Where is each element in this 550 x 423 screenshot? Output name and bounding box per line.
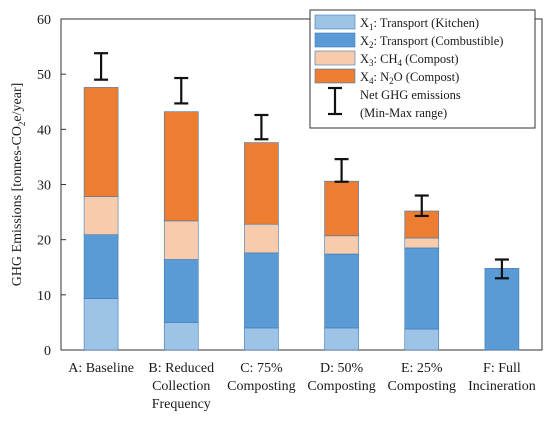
bar-segment — [404, 247, 440, 330]
y-axis-label: GHG Emissions [tonnes-CO2e/year] — [10, 83, 27, 287]
y-tick-label: 40 — [37, 123, 51, 138]
error-bar — [94, 52, 109, 81]
legend-swatch — [314, 14, 356, 30]
bars — [83, 87, 520, 351]
legend-label: Net GHG emissions (Min-Max range) — [360, 88, 461, 120]
legend-label: X2: Transport (Combustible) — [360, 34, 503, 50]
bar-segment — [163, 259, 199, 323]
bar-segment — [324, 235, 359, 255]
y-tick-label: 30 — [37, 179, 51, 194]
bar-segment — [244, 252, 279, 329]
bar-segment — [244, 223, 279, 254]
x-tick-label: A: Baseline — [68, 361, 134, 376]
bar-segment — [484, 268, 520, 351]
y-tick-label: 10 — [37, 289, 51, 304]
y-tick-label: 0 — [44, 344, 51, 359]
legend-error-symbol — [328, 86, 342, 116]
bar-segment — [83, 87, 119, 197]
bar-segment — [163, 322, 199, 351]
error-bars — [94, 52, 509, 280]
legend-label: X3: CH4 (Compost) — [360, 52, 459, 68]
x-tick-label: D: 50% Composting — [307, 361, 375, 394]
y-tick-label: 20 — [37, 234, 51, 249]
bar-segment — [83, 196, 119, 236]
bar-segment — [324, 327, 359, 351]
bar-segment — [83, 298, 119, 351]
y-tick-label: 60 — [37, 13, 51, 28]
x-tick-label: C: 75% Composting — [227, 361, 295, 394]
bar-segment — [163, 220, 199, 260]
bar-segment — [244, 327, 279, 351]
legend-swatch — [314, 50, 356, 66]
y-tick-label: 50 — [37, 68, 51, 83]
legend-swatch — [314, 32, 356, 48]
legend-label: X1: Transport (Kitchen) — [360, 16, 479, 32]
error-bar — [174, 76, 189, 105]
legend: X1: Transport (Kitchen) X2: Transport (Co… — [309, 9, 536, 129]
bar-segment — [324, 253, 359, 329]
error-bar — [414, 194, 429, 218]
legend-label: X4: N2O (Compost) — [360, 70, 459, 86]
bar-segment — [163, 111, 199, 222]
x-tick-label: F: Full Incineration — [468, 361, 536, 394]
bar-segment — [324, 180, 359, 237]
tick-labels: 0 10 20 30 40 50 60 GHG Emissions [tonnes-CO2e/… — [10, 13, 536, 412]
error-bar — [334, 158, 349, 183]
axes — [60, 18, 543, 351]
x-tick-label: B: Reduced Collection Frequency — [148, 361, 214, 412]
error-bar — [254, 113, 269, 141]
bar-segment — [244, 142, 279, 225]
bar-segment — [83, 234, 119, 299]
bar-segment — [404, 328, 440, 351]
error-bar — [494, 258, 509, 280]
bar-segment — [404, 237, 440, 249]
legend-swatch — [314, 68, 356, 84]
x-tick-label: E: 25% Composting — [388, 361, 456, 394]
